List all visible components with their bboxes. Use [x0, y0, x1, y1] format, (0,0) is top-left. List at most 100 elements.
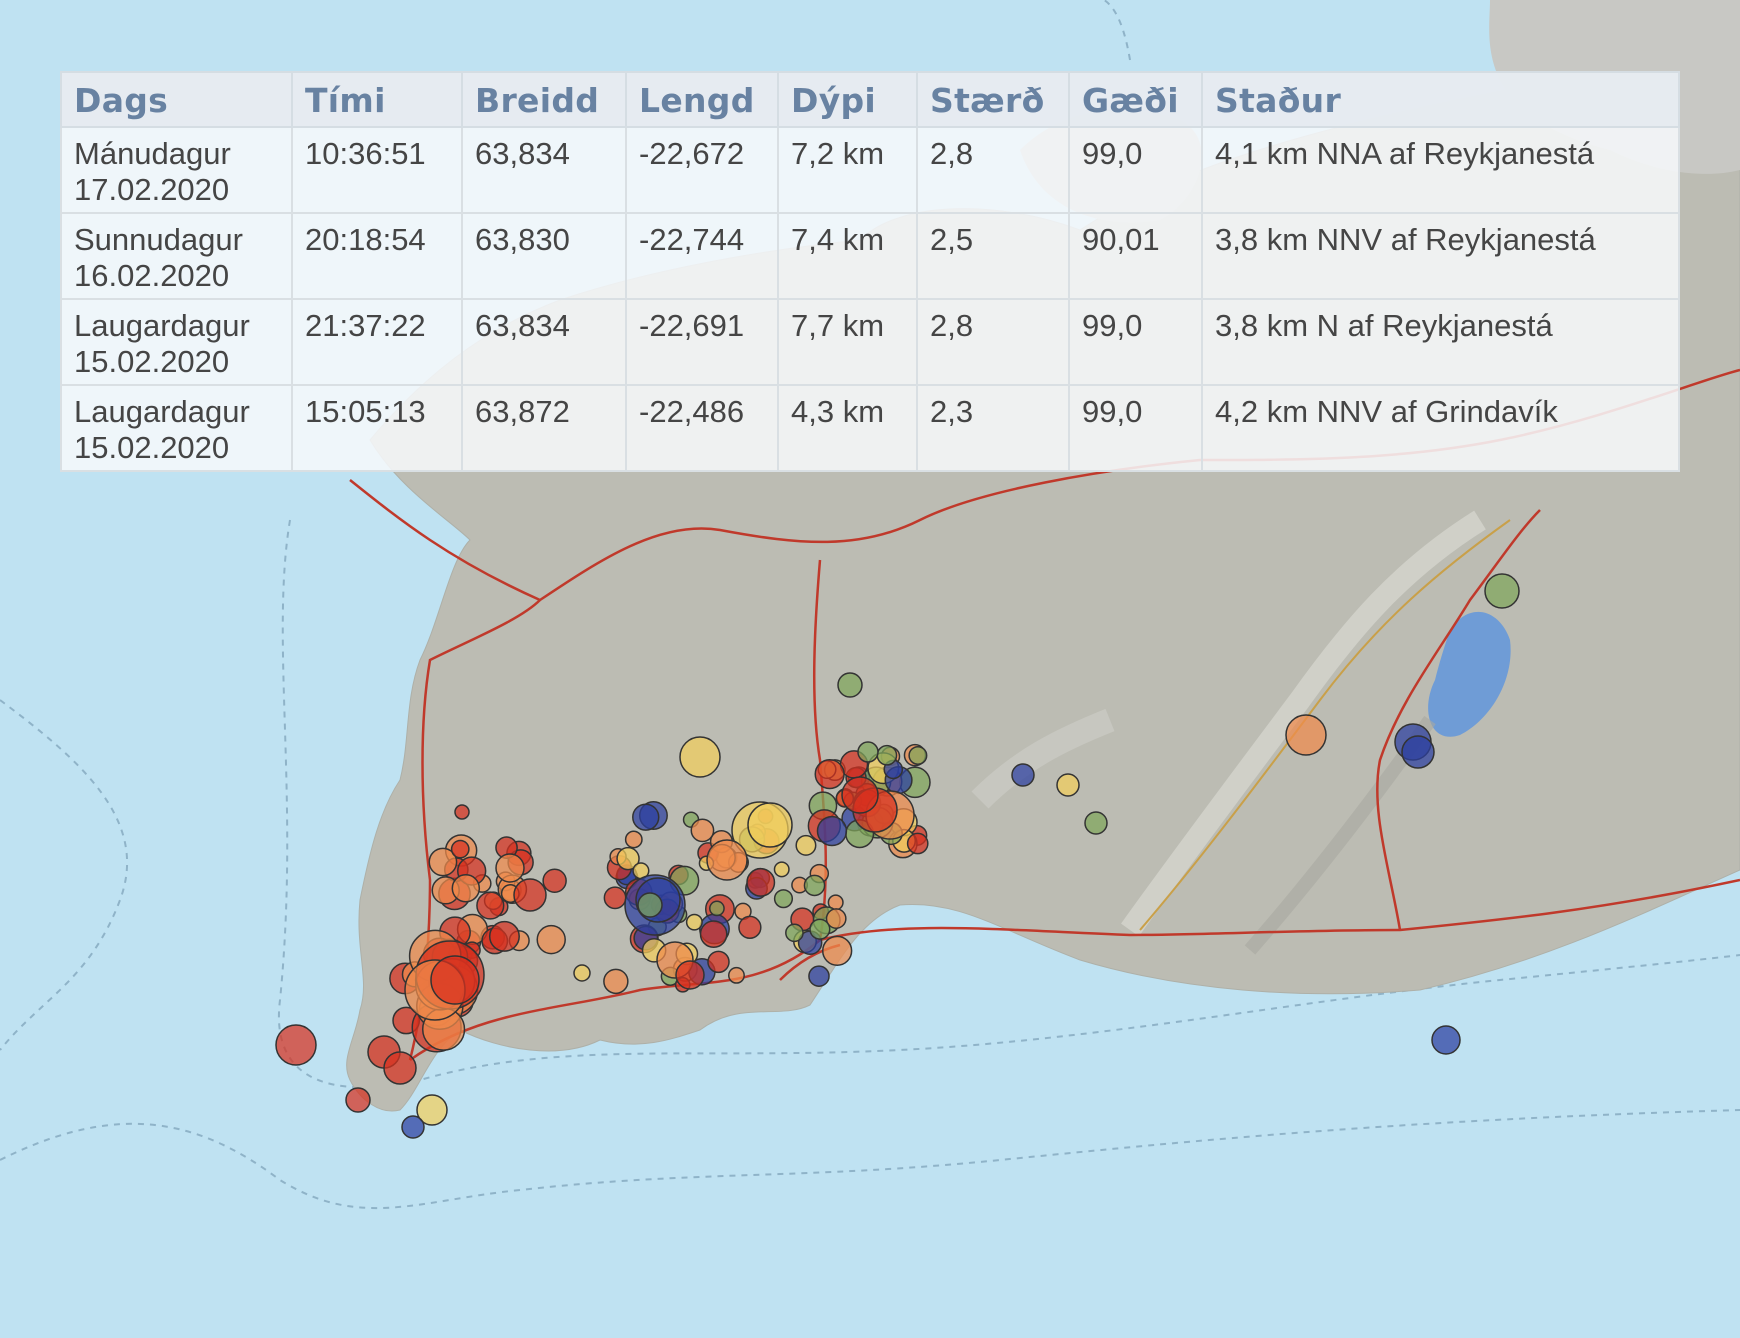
- earthquake-marker[interactable]: [841, 776, 879, 814]
- header-time[interactable]: Tími: [291, 71, 463, 128]
- table-row[interactable]: Sunnudagur 16.02.2020 20:18:54 63,830 -22…: [60, 212, 1680, 300]
- header-depth[interactable]: Dýpi: [777, 71, 918, 128]
- earthquake-table: Dags Tími Breidd Lengd Dýpi Stærð Gæði S…: [60, 71, 1680, 472]
- earthquake-marker[interactable]: [747, 802, 793, 848]
- earthquake-marker[interactable]: [876, 744, 898, 766]
- earthquake-marker[interactable]: [430, 955, 480, 1005]
- header-longitude[interactable]: Lengd: [625, 71, 779, 128]
- day-name: Laugardagur: [74, 394, 250, 429]
- earthquake-marker[interactable]: [345, 1087, 371, 1113]
- earthquake-marker[interactable]: [699, 920, 728, 949]
- location-cell: 4,2 km NNV af Grindavík: [1201, 384, 1680, 472]
- date-cell: Laugardagur 15.02.2020: [60, 298, 293, 386]
- date-value: 15.02.2020: [74, 344, 230, 379]
- header-location[interactable]: Staður: [1201, 71, 1680, 128]
- earthquake-marker[interactable]: [908, 745, 928, 765]
- ridge: [1121, 510, 1486, 937]
- earthquake-marker[interactable]: [495, 853, 525, 883]
- magnitude-cell: 2,5: [916, 212, 1070, 300]
- earthquake-marker[interactable]: [803, 874, 826, 897]
- earthquake-marker[interactable]: [1431, 1025, 1461, 1055]
- time-cell: 15:05:13: [291, 384, 463, 472]
- earthquake-marker[interactable]: [808, 965, 830, 987]
- earthquake-marker[interactable]: [454, 804, 470, 820]
- earthquake-marker[interactable]: [785, 923, 804, 943]
- quality-cell: 99,0: [1068, 126, 1203, 214]
- earthquake-marker[interactable]: [685, 913, 703, 931]
- latitude-cell: 63,872: [461, 384, 627, 472]
- earthquake-marker[interactable]: [795, 834, 817, 856]
- earthquake-marker[interactable]: [603, 886, 627, 910]
- quality-cell: 99,0: [1068, 384, 1203, 472]
- earthquake-marker[interactable]: [825, 908, 847, 929]
- quality-cell: 99,0: [1068, 298, 1203, 386]
- earthquake-marker[interactable]: [816, 815, 848, 847]
- earthquake-marker[interactable]: [837, 672, 863, 698]
- longitude-cell: -22,672: [625, 126, 779, 214]
- earthquake-marker[interactable]: [857, 741, 879, 763]
- earthquake-marker[interactable]: [275, 1024, 317, 1066]
- earthquake-marker[interactable]: [821, 935, 853, 966]
- earthquake-marker[interactable]: [1401, 735, 1435, 769]
- earthquake-marker[interactable]: [401, 1115, 425, 1139]
- earthquake-marker[interactable]: [428, 847, 458, 877]
- location-cell: 3,8 km N af Reykjanestá: [1201, 298, 1680, 386]
- header-latitude[interactable]: Breidd: [461, 71, 627, 128]
- table-row[interactable]: Mánudagur 17.02.2020 10:36:51 63,834 -22,…: [60, 126, 1680, 214]
- magnitude-cell: 2,8: [916, 298, 1070, 386]
- time-cell: 21:37:22: [291, 298, 463, 386]
- earthquake-marker[interactable]: [632, 803, 660, 831]
- date-value: 16.02.2020: [74, 258, 230, 293]
- earthquake-marker[interactable]: [624, 830, 643, 849]
- earthquake-marker[interactable]: [679, 736, 721, 778]
- earthquake-marker[interactable]: [476, 891, 505, 920]
- earthquake-marker[interactable]: [416, 1094, 448, 1126]
- earthquake-marker[interactable]: [536, 924, 566, 955]
- longitude-cell: -22,744: [625, 212, 779, 300]
- earthquake-marker[interactable]: [1285, 714, 1327, 756]
- earthquake-marker[interactable]: [814, 758, 845, 790]
- earthquake-marker[interactable]: [707, 950, 730, 974]
- ridge: [971, 708, 1115, 809]
- earthquake-marker[interactable]: [809, 918, 831, 940]
- header-magnitude[interactable]: Stærð: [916, 71, 1070, 128]
- time-cell: 20:18:54: [291, 212, 463, 300]
- earthquake-marker[interactable]: [738, 915, 762, 940]
- header-quality[interactable]: Gæði: [1068, 71, 1203, 128]
- earthquake-marker[interactable]: [488, 920, 520, 952]
- earthquake-marker[interactable]: [450, 839, 470, 859]
- earthquake-marker[interactable]: [773, 889, 794, 909]
- earthquake-marker[interactable]: [690, 818, 715, 843]
- latitude-cell: 63,834: [461, 126, 627, 214]
- table-row[interactable]: Laugardagur 15.02.2020 21:37:22 63,834 -2…: [60, 298, 1680, 386]
- kleifarvatn-lake: [1428, 611, 1511, 737]
- earthquake-marker[interactable]: [706, 839, 748, 881]
- earthquake-marker[interactable]: [451, 874, 481, 903]
- date-cell: Sunnudagur 16.02.2020: [60, 212, 293, 300]
- earthquake-marker[interactable]: [1056, 773, 1080, 797]
- earthquake-marker[interactable]: [573, 964, 591, 982]
- earthquake-marker[interactable]: [637, 892, 663, 918]
- depth-cell: 4,3 km: [777, 384, 918, 472]
- header-date[interactable]: Dags: [60, 71, 293, 128]
- earthquake-marker[interactable]: [773, 861, 790, 878]
- earthquake-marker[interactable]: [383, 1051, 417, 1085]
- earthquake-markers: [275, 573, 1520, 1139]
- earthquake-marker[interactable]: [709, 900, 725, 917]
- table-row[interactable]: Laugardagur 15.02.2020 15:05:13 63,872 -2…: [60, 384, 1680, 472]
- earthquake-marker[interactable]: [542, 868, 567, 893]
- day-name: Mánudagur: [74, 136, 231, 171]
- latitude-cell: 63,834: [461, 298, 627, 386]
- earthquake-marker[interactable]: [746, 867, 776, 897]
- day-name: Laugardagur: [74, 308, 250, 343]
- earthquake-marker[interactable]: [727, 966, 745, 984]
- earthquake-marker[interactable]: [616, 846, 640, 871]
- earthquake-marker[interactable]: [603, 968, 629, 995]
- earthquake-marker[interactable]: [1011, 763, 1035, 787]
- earthquake-marker[interactable]: [906, 832, 929, 855]
- magnitude-cell: 2,8: [916, 126, 1070, 214]
- earthquake-marker[interactable]: [1484, 573, 1520, 609]
- earthquake-marker[interactable]: [1084, 811, 1108, 835]
- earthquake-marker[interactable]: [513, 878, 547, 912]
- earthquake-marker[interactable]: [675, 960, 705, 990]
